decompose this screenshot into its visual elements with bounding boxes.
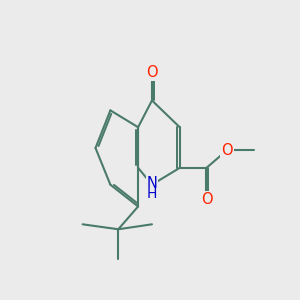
- Text: O: O: [221, 142, 233, 158]
- Text: N: N: [146, 176, 158, 191]
- Text: O: O: [146, 65, 158, 80]
- Text: H: H: [147, 187, 157, 201]
- Text: O: O: [201, 192, 212, 207]
